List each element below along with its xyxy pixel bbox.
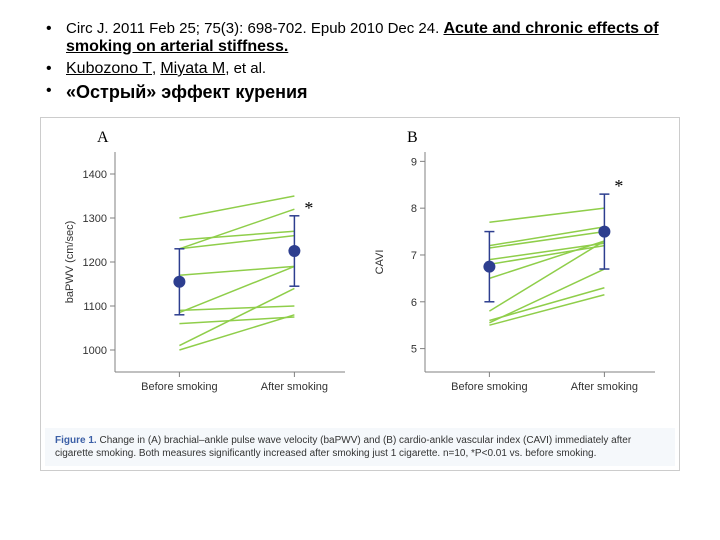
svg-text:baPWV (cm/sec): baPWV (cm/sec)	[64, 221, 76, 304]
svg-text:A: A	[97, 129, 109, 146]
bullet-headline: «Острый» эффект курения	[40, 82, 680, 103]
svg-text:5: 5	[411, 344, 417, 356]
svg-text:Before smoking: Before smoking	[451, 381, 527, 393]
svg-text:7: 7	[411, 250, 417, 262]
bullet-list: Circ J. 2011 Feb 25; 75(3): 698-702. Epu…	[40, 20, 680, 103]
svg-text:*: *	[614, 176, 623, 196]
svg-text:6: 6	[411, 297, 417, 309]
svg-text:1400: 1400	[83, 169, 107, 181]
svg-text:1000: 1000	[83, 345, 107, 357]
svg-text:After smoking: After smoking	[261, 381, 328, 393]
authors-suffix: , et al.	[225, 60, 266, 77]
figure-svg: A 1000 1100 1200 1300 1400 baPWV (cm/sec) Befor…	[45, 122, 665, 422]
headline-text: «Острый» эффект курения	[66, 82, 308, 102]
svg-text:8: 8	[411, 203, 417, 215]
author2-link[interactable]: Miyata M	[160, 60, 225, 77]
figure-container: A 1000 1100 1200 1300 1400 baPWV (cm/sec) Befor…	[40, 117, 680, 471]
citation-text: Circ J. 2011 Feb 25; 75(3): 698-702. Epu…	[66, 20, 443, 37]
svg-text:1100: 1100	[83, 301, 107, 313]
svg-text:After smoking: After smoking	[571, 381, 638, 393]
svg-text:1300: 1300	[83, 213, 107, 225]
svg-text:CAVI: CAVI	[374, 250, 386, 275]
bullet-citation: Circ J. 2011 Feb 25; 75(3): 698-702. Epu…	[40, 20, 680, 56]
author1-link[interactable]: Kubozono T	[66, 60, 152, 77]
svg-text:Before smoking: Before smoking	[141, 381, 217, 393]
figure-label: Figure 1.	[55, 435, 97, 446]
svg-text:9: 9	[411, 156, 417, 168]
figure-caption: Figure 1. Change in (A) brachial–ankle p…	[45, 428, 675, 466]
bullet-authors: Kubozono T, Miyata M, et al.	[40, 60, 680, 78]
figure-caption-text: Change in (A) brachial–ankle pulse wave …	[55, 435, 631, 459]
svg-text:*: *	[304, 198, 313, 218]
svg-text:B: B	[407, 129, 418, 146]
svg-text:1200: 1200	[83, 257, 107, 269]
